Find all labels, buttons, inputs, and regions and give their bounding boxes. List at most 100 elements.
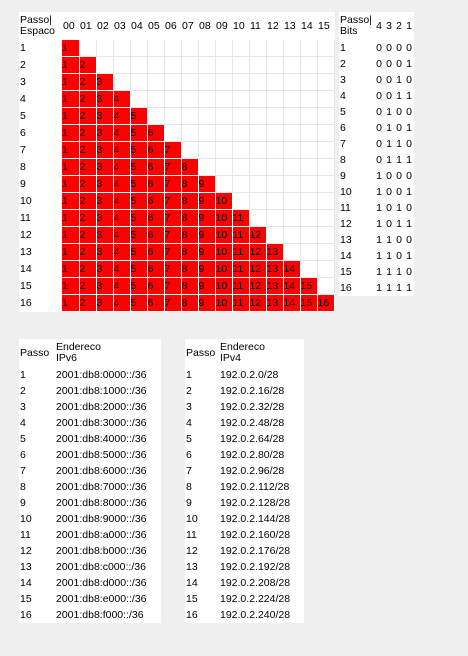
grid-empty-cell bbox=[198, 90, 216, 108]
grid-filled-cell: 3 bbox=[96, 158, 114, 176]
grid-empty-cell bbox=[164, 107, 182, 125]
grid-filled-cell: 1 bbox=[62, 175, 80, 193]
bits-row: 10 1 0 0 1 bbox=[339, 184, 414, 200]
grid-filled-cell: 7 bbox=[164, 260, 182, 278]
grid-row-label: 11 bbox=[20, 212, 31, 224]
ipv4-passo-cell: 2 bbox=[186, 385, 192, 397]
bits-row-label: 12 bbox=[340, 218, 352, 230]
grid-filled-cell: 3 bbox=[96, 192, 114, 210]
grid-row-label: 15 bbox=[20, 280, 32, 292]
grid-empty-cell bbox=[181, 40, 199, 57]
grid-col-header: 04 bbox=[131, 19, 143, 32]
grid-filled-cell: 12 bbox=[249, 226, 267, 244]
grid-filled-cell: 2 bbox=[79, 260, 97, 278]
grid-filled-cell: 12 bbox=[249, 243, 267, 261]
bit-value: 0 bbox=[386, 74, 392, 86]
grid-filled-cell: 13 bbox=[266, 243, 284, 261]
ipv6-passo-cell: 15 bbox=[20, 593, 32, 605]
grid-empty-cell bbox=[283, 209, 301, 227]
bits-row-label: 2 bbox=[340, 58, 346, 70]
grid-row-label: 6 bbox=[20, 127, 26, 139]
ipv4-addr-header: Endereco IPv4 bbox=[219, 339, 304, 367]
bit-value: 0 bbox=[406, 74, 412, 86]
grid-empty-cell bbox=[232, 175, 250, 193]
grid-filled-cell: 1 bbox=[62, 260, 80, 278]
bit-value: 0 bbox=[376, 58, 382, 70]
grid-empty-cell bbox=[181, 73, 199, 91]
bit-value: 0 bbox=[406, 138, 412, 150]
bit-value: 0 bbox=[376, 74, 382, 86]
bits-col-header: 1 bbox=[406, 19, 412, 32]
grid-empty-cell bbox=[164, 56, 182, 74]
bits-row-label: 15 bbox=[340, 266, 352, 278]
grid-filled-cell: 1 bbox=[62, 158, 80, 176]
bits-col-header: 2 bbox=[396, 19, 402, 32]
grid-empty-cell bbox=[113, 56, 131, 74]
ipv6-passo-cell: 4 bbox=[20, 417, 26, 429]
grid-filled-cell: 5 bbox=[130, 124, 148, 142]
grid-filled-cell: 6 bbox=[147, 175, 165, 193]
ipv6-passo-cell: 11 bbox=[20, 529, 31, 541]
grid-empty-cell bbox=[249, 73, 267, 91]
grid-col-header: 13 bbox=[284, 19, 296, 32]
ipv4-passo-header: Passo bbox=[186, 346, 216, 359]
allocation-grid-table: Passo| Espaco 00 01 02 03 04 05 06 07 08… bbox=[19, 12, 335, 312]
grid-empty-cell bbox=[317, 158, 335, 176]
grid-row: 12 1 2 3 4 5 6 7 8 9 10 11 12 bbox=[19, 226, 335, 244]
ipv4-passo-cell: 13 bbox=[186, 561, 198, 573]
grid-col-header: 07 bbox=[182, 19, 194, 32]
grid-filled-cell: 4 bbox=[113, 107, 131, 125]
bits-corner-line-2: Bits bbox=[340, 25, 358, 37]
bit-value: 0 bbox=[386, 186, 392, 198]
grid-filled-cell: 10 bbox=[215, 260, 233, 278]
ipv6-table: Passo Endereco IPv6 1 2001:db8:0000::/36 2… bbox=[19, 339, 161, 623]
ipv4-addr-cell: 192.0.2.80/28 bbox=[220, 449, 285, 461]
grid-filled-cell: 5 bbox=[130, 192, 148, 210]
grid-filled-cell: 14 bbox=[283, 260, 301, 278]
grid-empty-cell bbox=[130, 73, 148, 91]
bit-value: 0 bbox=[396, 186, 402, 198]
grid-empty-cell bbox=[181, 141, 199, 159]
ipv6-row: 2 2001:db8:1000::/36 bbox=[19, 383, 161, 399]
ipv4-row: 13 192.0.2.192/28 bbox=[185, 559, 304, 575]
grid-filled-cell: 1 bbox=[62, 107, 80, 125]
grid-empty-cell bbox=[164, 40, 182, 57]
grid-filled-cell: 5 bbox=[130, 141, 148, 159]
grid-empty-cell bbox=[283, 175, 301, 193]
grid-filled-cell: 2 bbox=[79, 56, 97, 74]
grid-empty-cell bbox=[283, 107, 301, 125]
grid-empty-cell bbox=[317, 56, 335, 74]
grid-filled-cell: 4 bbox=[113, 294, 131, 312]
bits-header-row: Passo| Bits 4 3 2 1 bbox=[339, 12, 414, 40]
ipv6-header-row: Passo Endereco IPv6 bbox=[19, 339, 161, 367]
grid-filled-cell: 15 bbox=[300, 294, 318, 312]
grid-empty-cell bbox=[317, 277, 335, 295]
grid-filled-cell: 12 bbox=[249, 294, 267, 312]
grid-empty-cell bbox=[266, 107, 284, 125]
grid-empty-cell bbox=[113, 73, 131, 91]
ipv6-row: 4 2001:db8:3000::/36 bbox=[19, 415, 161, 431]
bits-row-label: 1 bbox=[340, 42, 346, 54]
grid-filled-cell: 10 bbox=[215, 209, 233, 227]
bit-value: 0 bbox=[406, 106, 412, 118]
grid-col-header: 00 bbox=[63, 19, 75, 32]
ipv4-header-row: Passo Endereco IPv4 bbox=[185, 339, 304, 367]
bit-value: 0 bbox=[376, 122, 382, 134]
grid-filled-cell: 10 bbox=[215, 294, 233, 312]
grid-row-label: 13 bbox=[20, 246, 32, 258]
grid-empty-cell bbox=[300, 141, 318, 159]
grid-empty-cell bbox=[317, 175, 335, 193]
ipv6-row: 13 2001:db8:c000::/36 bbox=[19, 559, 161, 575]
ipv4-addr-cell: 192.0.2.112/28 bbox=[220, 481, 290, 493]
ipv6-addr-cell: 2001:db8:9000::/36 bbox=[56, 513, 147, 525]
ipv4-passo-cell: 1 bbox=[186, 369, 192, 381]
bits-row-label: 7 bbox=[340, 138, 346, 150]
grid-col-header: 10 bbox=[233, 19, 245, 32]
bits-row-label: 9 bbox=[340, 170, 346, 182]
grid-filled-cell: 8 bbox=[181, 277, 199, 295]
grid-filled-cell: 5 bbox=[130, 277, 148, 295]
grid-empty-cell bbox=[317, 40, 335, 57]
ipv4-row: 2 192.0.2.16/28 bbox=[185, 383, 304, 399]
grid-filled-cell: 1 bbox=[62, 277, 80, 295]
